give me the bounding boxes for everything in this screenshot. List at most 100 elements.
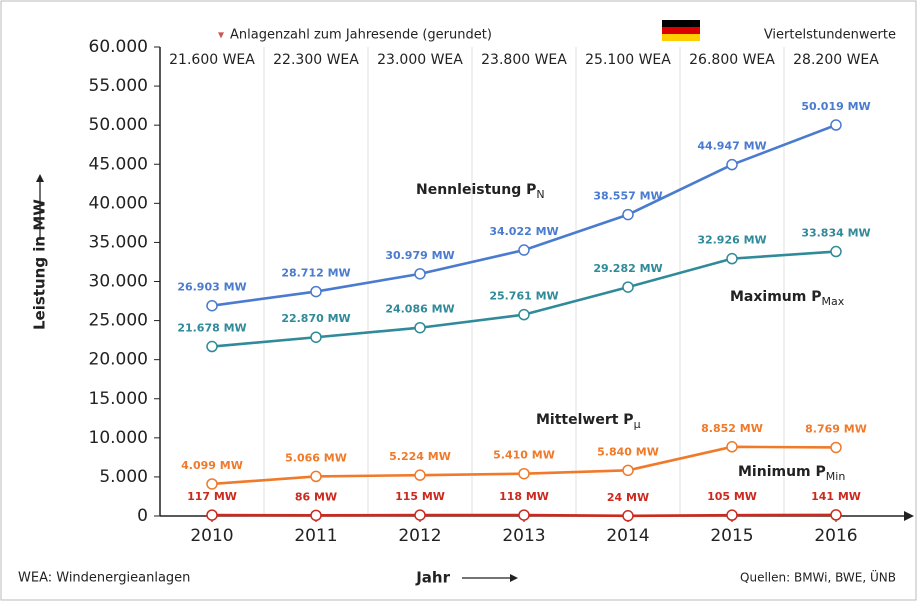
y-arrow-head [36,174,44,182]
installation-label: 21.600 WEA [169,52,255,68]
value-label: 32.926 MW [697,234,766,247]
point [206,478,218,490]
x-arrow-head [510,574,518,582]
point [622,281,634,293]
y-tick-label: 0 [137,506,148,526]
point [726,252,738,265]
legend-entry: Mittelwert Pµ [536,412,641,431]
legend-subscript: N [536,188,544,201]
y-tick-label: 45.000 [89,154,148,174]
legend-name: Mittelwert P [536,412,634,428]
y-tick-label: 55.000 [89,76,148,96]
point [726,158,738,171]
point [622,464,634,477]
value-label: 117 MW [187,490,237,503]
corner-note: Viertelstundenwerte [764,28,896,43]
value-label: 5.066 MW [285,451,347,464]
x-tick-label: 2011 [294,526,337,546]
y-tick-label: 35.000 [89,232,148,252]
x-axis-label: Jahr [415,569,450,587]
y-tick-label: 50.000 [89,115,148,135]
point [830,509,842,521]
point [206,340,218,353]
point [830,119,842,131]
legend-entry: Nennleistung PN [416,182,545,201]
header-marker: ▾ [218,28,224,42]
value-label: 25.761 MW [489,290,558,303]
x-tick-label: 2013 [502,526,545,546]
legend-subscript: µ [634,418,641,431]
x-tick-label: 2014 [606,526,649,546]
point [622,208,634,221]
value-label: 118 MW [499,490,549,503]
legend-entry: Maximum PMax [730,289,845,308]
footnote: WEA: Windenergieanlagen [18,571,190,586]
point [414,321,426,334]
installation-label: 23.000 WEA [377,52,463,68]
point [310,509,322,522]
value-label: 28.712 MW [281,267,350,280]
installation-label: 28.200 WEA [793,52,879,68]
value-label: 22.870 MW [281,312,350,325]
value-label: 29.282 MW [593,262,662,275]
point [726,441,738,453]
point [830,245,842,258]
legend-subscript: Max [822,295,845,308]
value-label: 4.099 MW [181,459,243,472]
y-tick-label: 5.000 [99,467,148,487]
x-axis-head [904,511,914,521]
installation-label: 25.100 WEA [585,52,671,68]
value-label: 8.852 MW [701,422,763,435]
y-tick-label: 25.000 [89,311,148,331]
point [518,244,530,256]
point [518,467,530,480]
point [414,268,426,280]
legend-subscript: Min [826,470,846,483]
flag [662,20,700,41]
value-label: 50.019 MW [801,100,870,113]
value-label: 115 MW [395,490,445,503]
value-label: 26.903 MW [177,281,246,294]
point [310,470,322,483]
value-label: 24.086 MW [385,303,454,316]
x-tick-label: 2016 [814,526,857,546]
point [830,441,842,454]
point [726,509,738,521]
point [414,509,426,521]
value-label: 24 MW [607,491,649,504]
installation-label: 23.800 WEA [481,52,567,68]
value-label: 5.224 MW [389,450,451,463]
y-axis-label: Leistung in MW [31,199,49,330]
value-label: 5.410 MW [493,449,555,462]
legend-entry: Minimum PMin [738,464,845,483]
value-label: 141 MW [811,490,861,503]
header-note: Anlagenzahl zum Jahresende (gerundet) [230,28,492,43]
value-label: 34.022 MW [489,225,558,238]
y-tick-label: 30.000 [89,272,148,292]
point [310,331,322,343]
y-tick-label: 15.000 [89,389,148,409]
y-tick-label: 10.000 [89,428,148,448]
point [622,510,634,522]
installation-label: 26.800 WEA [689,52,775,68]
y-tick-label: 20.000 [89,350,148,370]
point [414,469,426,481]
legend-name: Maximum P [730,289,822,305]
x-tick-label: 2015 [710,526,753,546]
point [518,509,530,521]
value-label: 21.678 MW [177,322,246,335]
x-tick-label: 2010 [190,526,233,546]
point [518,308,530,321]
value-label: 38.557 MW [593,190,662,203]
source: Quellen: BMWi, BWE, ÜNB [740,569,896,585]
value-label: 44.947 MW [697,140,766,153]
x-tick-label: 2012 [398,526,441,546]
value-label: 8.769 MW [805,422,867,435]
y-tick-label: 40.000 [89,193,148,213]
value-label: 30.979 MW [385,249,454,262]
point [206,509,218,521]
legend-name: Nennleistung P [416,182,536,198]
installation-label: 22.300 WEA [273,52,359,68]
